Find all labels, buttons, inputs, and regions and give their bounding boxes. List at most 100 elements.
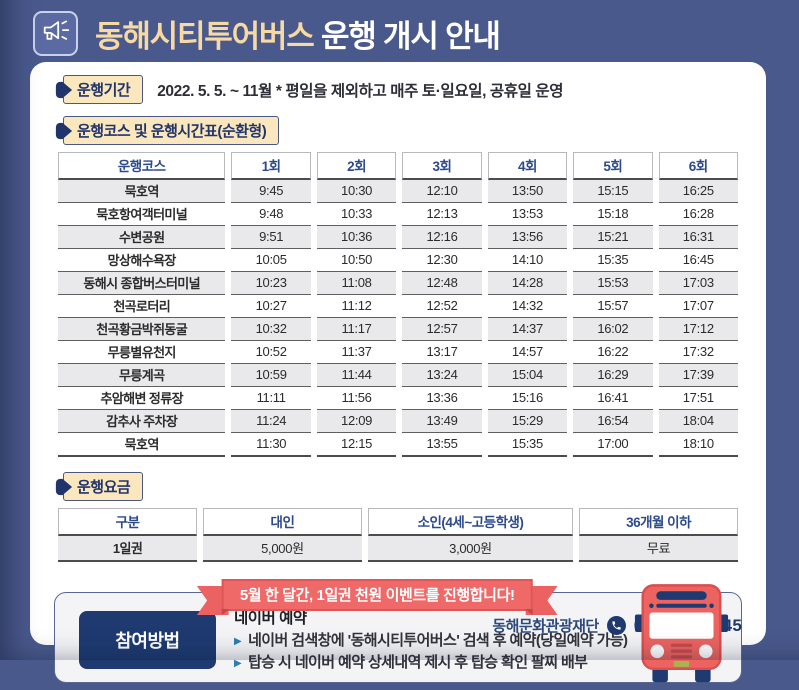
cell-value: 10:33 bbox=[316, 203, 397, 226]
cell-value: 17:12 bbox=[658, 318, 738, 341]
cell-value: 12:57 bbox=[402, 318, 482, 341]
footer-org: 동해문화관광재단 bbox=[492, 618, 599, 635]
cell-value: 13:36 bbox=[402, 387, 482, 410]
cell-value: 18:04 bbox=[658, 410, 738, 433]
period-badge: 운행기간 bbox=[55, 75, 144, 104]
cell-value: 10:05 bbox=[231, 249, 311, 272]
schedule-badge-label: 운행코스 및 운행시간표(순환형) bbox=[77, 123, 267, 140]
row-label: 동해시 종합버스터미널 bbox=[58, 272, 226, 295]
header-row: 구분 대인 소인(4세~고등학생) 36개월 이하 bbox=[58, 508, 738, 536]
cell-value: 12:15 bbox=[316, 433, 397, 457]
column-header: 소인(4세~고등학생) bbox=[367, 508, 574, 536]
column-header: 2회 bbox=[316, 152, 397, 180]
row-label: 묵호역 bbox=[58, 180, 226, 203]
table-row: 천곡황금박쥐동굴 10:32 11:17 12:57 14:37 16:02 17:12 bbox=[58, 318, 738, 341]
cell-value: 16:22 bbox=[573, 341, 653, 364]
participation-item: ▶ 네이버 검색창에 '동해시티투어버스' 검색 후 예약(당일예약 가능) bbox=[234, 630, 628, 652]
column-header: 운행코스 bbox=[58, 152, 226, 180]
cell-value: 13:50 bbox=[487, 180, 568, 203]
bus-illustration bbox=[633, 575, 730, 685]
page-title-rest: 운행 개시 안내 bbox=[313, 19, 501, 54]
cell-value: 15:35 bbox=[487, 433, 568, 457]
cell-value: 11:12 bbox=[316, 295, 397, 318]
arrow-right-icon bbox=[53, 120, 74, 141]
cell-value: 15:29 bbox=[487, 410, 568, 433]
row-label: 천곡황금박쥐동굴 bbox=[58, 318, 226, 341]
cell-value: 10:36 bbox=[316, 226, 397, 249]
table-row: 천곡로터리 10:27 11:12 12:52 14:32 15:57 17:07 bbox=[58, 295, 738, 318]
participation-item-text: 네이버 검색창에 '동해시티투어버스' 검색 후 예약(당일예약 가능) bbox=[248, 632, 628, 649]
cell-value: 10:32 bbox=[231, 318, 311, 341]
period-row: 운행기간 2022. 5. 5. ~ 11월 * 평일을 제외하고 매주 토·일… bbox=[52, 75, 744, 104]
row-label: 감추사 주차장 bbox=[58, 410, 226, 433]
cell-value: 11:11 bbox=[231, 387, 311, 410]
column-header: 36개월 이하 bbox=[579, 508, 738, 536]
content-panel: 운행기간 2022. 5. 5. ~ 11월 * 평일을 제외하고 매주 토·일… bbox=[30, 62, 766, 683]
cell-value: 17:51 bbox=[658, 387, 738, 410]
column-header: 1회 bbox=[231, 152, 311, 180]
cell-value: 16:29 bbox=[573, 364, 653, 387]
cell-value: 13:53 bbox=[487, 203, 568, 226]
bus-windshield bbox=[649, 612, 714, 639]
page-header: 동해시티투어버스 운행 개시 안내 bbox=[33, 11, 501, 56]
cell-value: 11:24 bbox=[231, 410, 311, 433]
fare-section-header: 운행요금 bbox=[52, 472, 744, 501]
event-section: 5월 한 달간, 1일권 천원 이벤트를 진행합니다! 참여방법 네이버 예약 … bbox=[52, 579, 744, 685]
cell-value: 14:10 bbox=[487, 249, 568, 272]
cell-value: 10:27 bbox=[231, 295, 311, 318]
participation-label: 참여방법 bbox=[79, 610, 216, 669]
cell-value: 12:48 bbox=[402, 272, 482, 295]
cell-value: 10:50 bbox=[316, 249, 397, 272]
triangle-bullet-icon: ▶ bbox=[234, 636, 242, 647]
participation-items: ▶ 네이버 검색창에 '동해시티투어버스' 검색 후 예약(당일예약 가능) ▶ 탑승… bbox=[234, 630, 628, 674]
cell-value: 15:21 bbox=[573, 226, 653, 249]
table-row: 묵호역 9:45 10:30 12:10 13:50 15:15 16:25 bbox=[58, 180, 738, 203]
cell-value: 12:10 bbox=[402, 180, 482, 203]
megaphone-icon bbox=[40, 18, 71, 50]
cell-value: 13:17 bbox=[402, 341, 482, 364]
table-row: 추암해변 정류장 11:11 11:56 13:36 15:16 16:41 17:51 bbox=[58, 387, 738, 410]
row-label: 묵호항여객터미널 bbox=[58, 203, 226, 226]
table-row: 묵호항여객터미널 9:48 10:33 12:13 13:53 15:18 16:28 bbox=[58, 203, 738, 226]
schedule-badge: 운행코스 및 운행시간표(순환형) bbox=[55, 116, 280, 145]
cell-value: 12:30 bbox=[402, 249, 482, 272]
fare-badge: 운행요금 bbox=[55, 472, 144, 501]
cell-value: 13:49 bbox=[402, 410, 482, 433]
cell-value: 9:45 bbox=[231, 180, 311, 203]
event-banner-text: 5월 한 달간, 1일권 천원 이벤트를 진행합니다! bbox=[221, 579, 533, 615]
fare-badge-label: 운행요금 bbox=[77, 479, 131, 496]
cell-value: 12:52 bbox=[402, 295, 482, 318]
bus-plate bbox=[673, 661, 690, 667]
row-label: 무릉계곡 bbox=[58, 364, 226, 387]
cell-value: 13:24 bbox=[402, 364, 482, 387]
participation-item-text: 탑승 시 네이버 예약 상세내역 제시 후 탑승 확인 팔찌 배부 bbox=[248, 653, 588, 671]
cell-value: 16:54 bbox=[573, 410, 653, 433]
cell-value: 17:39 bbox=[658, 364, 738, 387]
triangle-bullet-icon: ▶ bbox=[234, 657, 242, 669]
cell-value: 16:31 bbox=[658, 226, 738, 249]
cell-value: 11:08 bbox=[316, 272, 397, 295]
row-label: 추암해변 정류장 bbox=[58, 387, 226, 410]
row-label: 묵호역 bbox=[58, 433, 226, 457]
table-row: 1일권 5,000원 3,000원 무료 bbox=[58, 536, 738, 562]
cell-value: 15:53 bbox=[573, 272, 653, 295]
column-header: 6회 bbox=[658, 152, 738, 180]
cell-value: 12:13 bbox=[402, 203, 482, 226]
column-header: 4회 bbox=[487, 152, 568, 180]
cell-value: 5,000원 bbox=[203, 536, 362, 562]
cell-value: 13:56 bbox=[487, 226, 568, 249]
table-row: 감추사 주차장 11:24 12:09 13:49 15:29 16:54 18:04 bbox=[58, 410, 738, 433]
cell-value: 18:10 bbox=[658, 433, 738, 457]
cell-value: 14:37 bbox=[487, 318, 568, 341]
cell-value: 17:03 bbox=[658, 272, 738, 295]
cell-value: 9:51 bbox=[231, 226, 311, 249]
header-row: 운행코스 1회 2회 3회 4회 5회 6회 bbox=[58, 152, 738, 180]
row-label: 망상해수욕장 bbox=[58, 249, 226, 272]
participation-heading: 네이버 예약 bbox=[234, 610, 307, 627]
cell-value: 3,000원 bbox=[367, 536, 574, 562]
cell-value: 15:15 bbox=[573, 180, 653, 203]
column-header: 5회 bbox=[573, 152, 653, 180]
megaphone-icon-box bbox=[33, 11, 78, 56]
cell-value: 15:18 bbox=[573, 203, 653, 226]
cell-value: 16:02 bbox=[573, 318, 653, 341]
